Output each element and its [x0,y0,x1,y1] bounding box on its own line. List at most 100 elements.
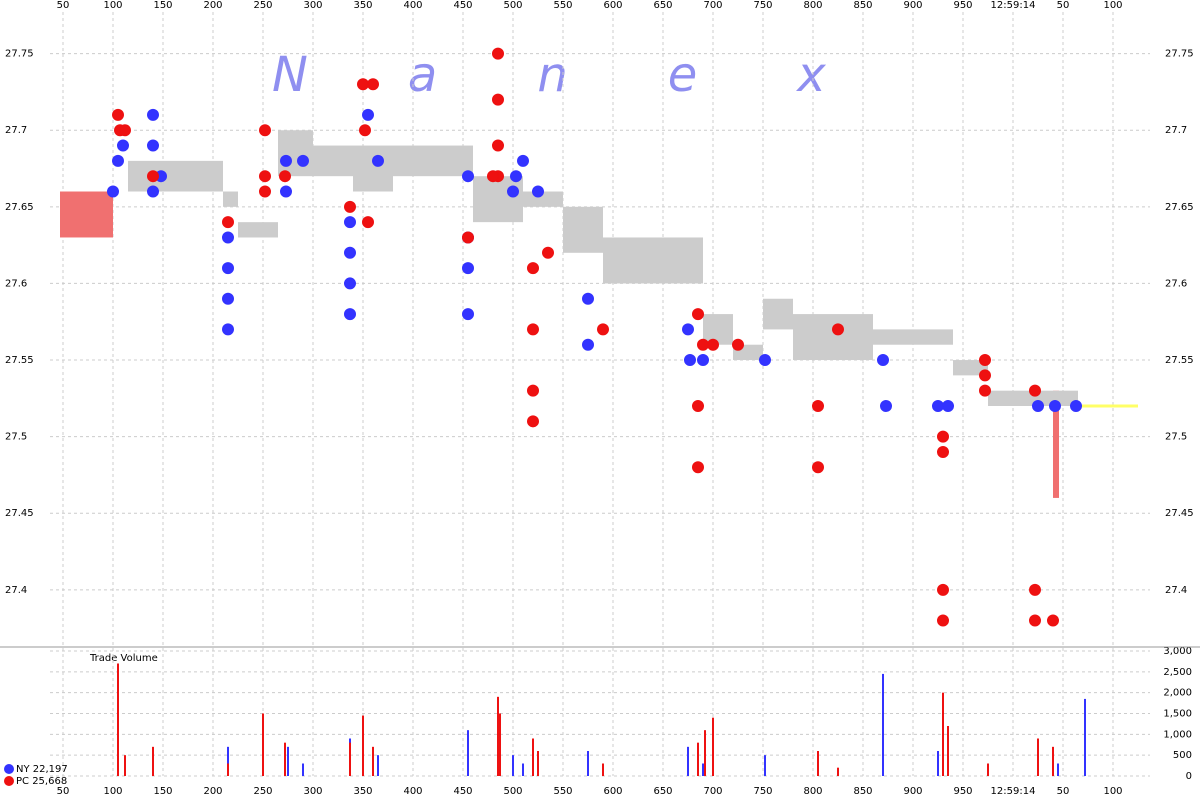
volume-bar [362,715,364,776]
trade-point [1049,399,1061,412]
volume-bar [497,696,499,776]
trade-point [832,323,844,336]
trade-point [462,308,474,321]
legend-label: PC 25,668 [16,776,67,787]
x-tick-label: 100 [103,0,122,11]
quote-band [603,237,703,284]
x-tick-label: 150 [153,0,172,11]
x-tick-label: 250 [253,786,272,797]
trade-point [359,124,371,137]
x-tick-label: 12:59:14 [991,0,1036,11]
y-tick-label: 500 [1173,750,1192,761]
trade-point [362,108,374,121]
volume-bar [372,746,374,776]
trade-point [107,185,119,198]
quote-band [1073,390,1078,406]
legend-marker [4,764,14,774]
trade-point [119,124,131,137]
x-tick-label: 50 [1057,0,1070,11]
volume-bar [837,767,839,776]
volume-bar [817,751,819,776]
trade-point [280,154,292,167]
y-tick-label: 2,500 [1163,667,1192,678]
x-tick-label: 200 [203,0,222,11]
quote-band [473,176,523,223]
quote-band [523,191,563,207]
quote-band [873,329,953,345]
trade-point [1029,384,1041,397]
x-tick-label: 300 [303,786,322,797]
trade-point [942,399,954,412]
highlight [1053,390,1059,498]
x-tick-label: 100 [1103,0,1122,11]
trade-point [279,170,291,183]
y-tick-label: 2,000 [1163,688,1192,699]
trade-point [492,47,504,60]
trade-point [222,292,234,305]
volume-bar [227,763,229,776]
y-tick-label: 1,500 [1163,709,1192,720]
trade-point [462,262,474,275]
x-tick-label: 50 [1057,786,1070,797]
trade-point [147,170,159,183]
volume-bar [284,742,286,776]
y-tick-label: 27.5 [5,432,27,443]
y-tick-label: 27.45 [1165,508,1194,519]
trade-point [222,216,234,229]
trade-point [1032,399,1044,412]
trade-point [937,430,949,443]
trade-point [297,154,309,167]
trade-point [979,384,991,397]
quote-band [353,145,393,192]
trade-point [112,154,124,167]
y-tick-label: 27.7 [1165,125,1187,136]
legend-marker [4,776,14,786]
x-tick-label: 950 [953,786,972,797]
volume-bar [947,726,949,776]
x-tick-label: 900 [903,0,922,11]
y-tick-label: 27.55 [1165,355,1194,366]
trade-point [759,354,771,367]
trade-point [344,200,356,213]
trade-point [147,185,159,198]
quote-band [953,360,988,376]
x-tick-label: 450 [453,0,472,11]
trade-point [280,185,292,198]
trade-point [812,461,824,474]
x-tick-label: 200 [203,786,222,797]
trade-point [597,323,609,336]
x-tick-label: 750 [753,786,772,797]
x-tick-label: 600 [603,0,622,11]
x-tick-label: 400 [403,786,422,797]
x-tick-label: 650 [653,786,672,797]
trade-point [222,323,234,336]
trade-point [692,308,704,321]
highlight [60,191,113,238]
y-tick-label: 0 [1186,771,1192,782]
trade-point [692,399,704,412]
volume-bar [302,763,304,776]
trade-point [507,185,519,198]
trade-point [517,154,529,167]
legend-label: NY 22,197 [16,764,68,775]
x-tick-label: 50 [57,786,70,797]
trade-point [707,338,719,351]
trade-point [259,170,271,183]
trade-point [937,583,949,596]
trade-point [542,246,554,259]
trade-point [117,139,129,152]
trade-point [979,354,991,367]
x-tick-label: 450 [453,786,472,797]
y-tick-label: 27.4 [1165,585,1187,596]
trade-point [344,277,356,290]
volume-bar [937,751,939,776]
trade-point [112,108,124,121]
volume-bar [512,755,514,776]
trade-point [487,170,499,183]
volume-bar [1052,746,1054,776]
trade-point [937,445,949,458]
x-tick-label: 350 [353,786,372,797]
x-tick-label: 800 [803,0,822,11]
quote-band [238,222,278,238]
trade-point [684,354,696,367]
